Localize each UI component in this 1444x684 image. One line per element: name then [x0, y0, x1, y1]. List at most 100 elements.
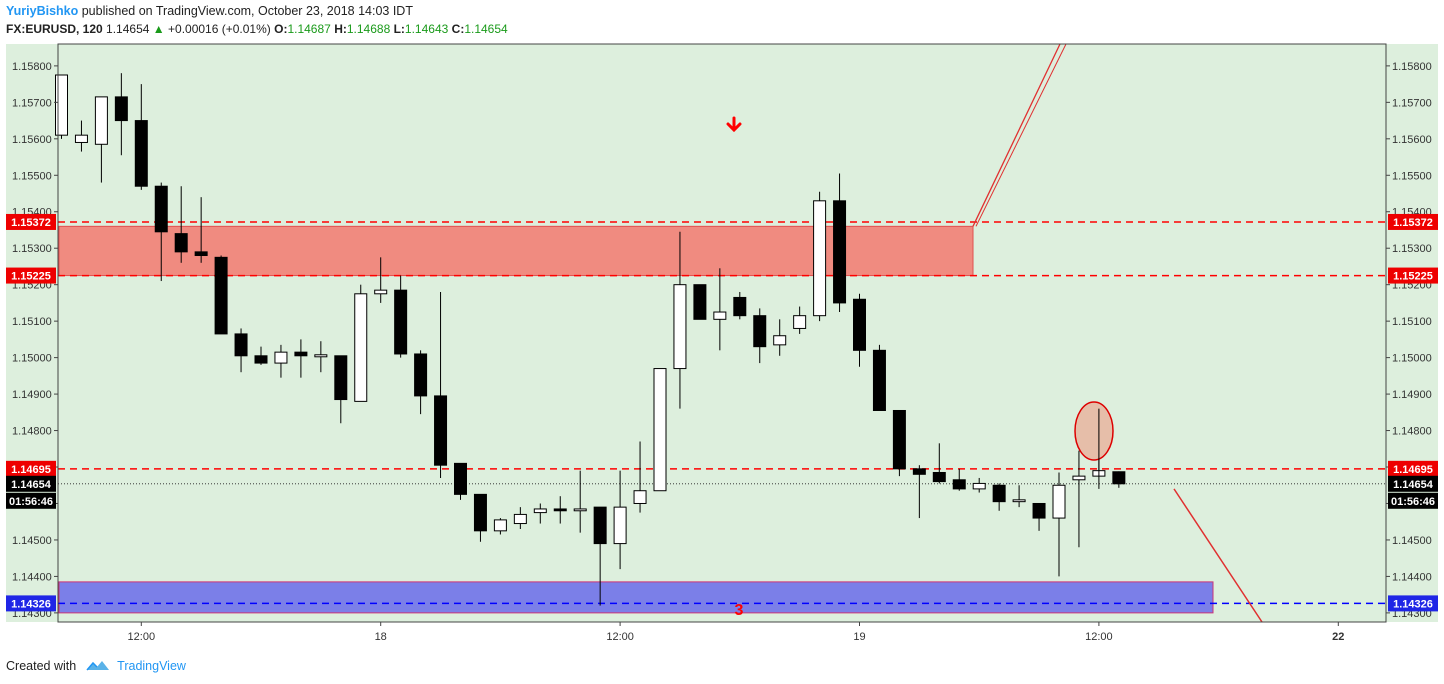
candle — [334, 355, 348, 424]
countdown-label — [6, 492, 56, 509]
y-tick-label: 1.14900 — [1392, 389, 1432, 401]
y-tick-label: 1.15300 — [12, 243, 52, 255]
y-tick-label: 1.15700 — [12, 97, 52, 109]
candles — [55, 73, 1126, 606]
candle-body — [912, 468, 926, 475]
y-tick-label: 1.15500 — [1392, 170, 1432, 182]
candle-body — [773, 335, 787, 346]
candle-body — [872, 349, 886, 411]
candle — [154, 182, 168, 282]
y-tick-label: 1.15700 — [1392, 97, 1432, 109]
close-value: 1.14654 — [464, 22, 508, 36]
high-label: H: — [334, 22, 347, 36]
level-price-label — [1388, 460, 1438, 477]
candle — [573, 470, 587, 533]
x-tick-label: 18 — [375, 631, 387, 643]
candle — [872, 344, 886, 411]
candle — [1072, 450, 1086, 548]
y-tick-label: 1.14500 — [12, 535, 52, 547]
current-price-label — [1388, 475, 1438, 492]
candle — [1112, 471, 1126, 488]
candle — [374, 257, 388, 303]
candle — [593, 506, 607, 606]
candle-body — [154, 185, 168, 233]
x-tick-label: 19 — [853, 631, 865, 643]
tradingview-link[interactable]: TradingView — [117, 658, 186, 673]
y-tick-label: 1.15000 — [1392, 353, 1432, 365]
candle-body — [613, 506, 627, 545]
author-name[interactable]: YuriyBishko — [6, 4, 79, 18]
candle-body — [234, 333, 248, 357]
level-price-label — [6, 460, 56, 477]
candle-body — [813, 200, 827, 317]
candle-body — [473, 493, 487, 532]
candle — [414, 350, 428, 415]
candle-body — [274, 351, 288, 364]
level-price-label-text: 1.14326 — [11, 598, 51, 610]
y-tick-label: 1.15500 — [12, 170, 52, 182]
tradingview-logo-icon[interactable] — [86, 658, 110, 675]
candle-body — [892, 409, 906, 470]
candle — [354, 284, 368, 402]
candle — [314, 341, 328, 373]
candle — [214, 255, 228, 335]
x-tick-label: 12:00 — [128, 631, 156, 643]
level-price-label-text: 1.15372 — [1393, 217, 1433, 229]
candle-body — [653, 368, 667, 492]
candle-body — [533, 508, 547, 514]
candle — [633, 441, 647, 513]
level-price-label — [1388, 267, 1438, 284]
candle-body — [354, 293, 368, 402]
low-label: L: — [393, 22, 405, 36]
candle-body — [493, 519, 507, 532]
plot-area[interactable] — [6, 44, 1438, 622]
level-price-label — [6, 213, 56, 230]
y-tick-label: 1.15600 — [1392, 134, 1432, 146]
ohlc-legend: FX:EURUSD, 120 1.14654 ▲ +0.00016 (+0.01… — [6, 22, 508, 36]
candle — [254, 346, 268, 365]
candle — [753, 308, 767, 364]
candle-body — [713, 311, 727, 320]
candle — [992, 483, 1006, 511]
x-tick-label: 12:00 — [606, 631, 634, 643]
y-tick-label: 1.15800 — [12, 61, 52, 73]
candle — [94, 96, 108, 183]
candle — [1052, 472, 1066, 577]
current-price-label-text: 1.14654 — [11, 479, 52, 491]
candle-body — [214, 256, 228, 335]
annotations: 3 — [726, 116, 1114, 619]
candle — [513, 507, 527, 530]
published-text: published on TradingView.com, October 23… — [81, 4, 413, 18]
candle-body — [374, 289, 388, 295]
x-tick-label: 12:00 — [1085, 631, 1113, 643]
candle — [434, 291, 448, 478]
candle — [892, 409, 906, 477]
candle-body — [294, 351, 308, 357]
candle — [813, 191, 827, 322]
candle — [74, 120, 88, 152]
current-price-label — [6, 475, 56, 492]
candle-body — [1052, 484, 1066, 519]
level-price-label — [1388, 595, 1438, 612]
y-tick-label: 1.15600 — [12, 134, 52, 146]
level-price-label-text: 1.15225 — [11, 271, 51, 283]
countdown-label — [1388, 492, 1438, 509]
trendline — [1173, 488, 1263, 623]
level-price-label-text: 1.14695 — [11, 464, 51, 476]
candle-body — [194, 251, 208, 257]
y-tick-label: 1.14500 — [1392, 535, 1432, 547]
annotation-text: 3 — [735, 602, 744, 619]
y-tick-label: 1.15000 — [12, 353, 52, 365]
y-tick-label: 1.14400 — [1392, 571, 1432, 583]
candle-body — [733, 296, 747, 317]
trendlines — [972, 43, 1263, 623]
candle — [1032, 502, 1046, 531]
candle — [713, 268, 727, 351]
y-tick-label: 1.15300 — [1392, 243, 1432, 255]
candle — [55, 74, 68, 139]
level-lines — [58, 221, 1386, 605]
candle-body — [633, 490, 647, 504]
candle-body — [134, 120, 148, 187]
price-change: +0.00016 (+0.01%) — [168, 22, 271, 36]
